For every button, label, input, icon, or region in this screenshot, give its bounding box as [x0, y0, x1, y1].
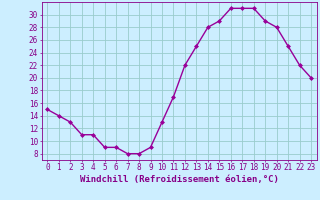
X-axis label: Windchill (Refroidissement éolien,°C): Windchill (Refroidissement éolien,°C)	[80, 175, 279, 184]
